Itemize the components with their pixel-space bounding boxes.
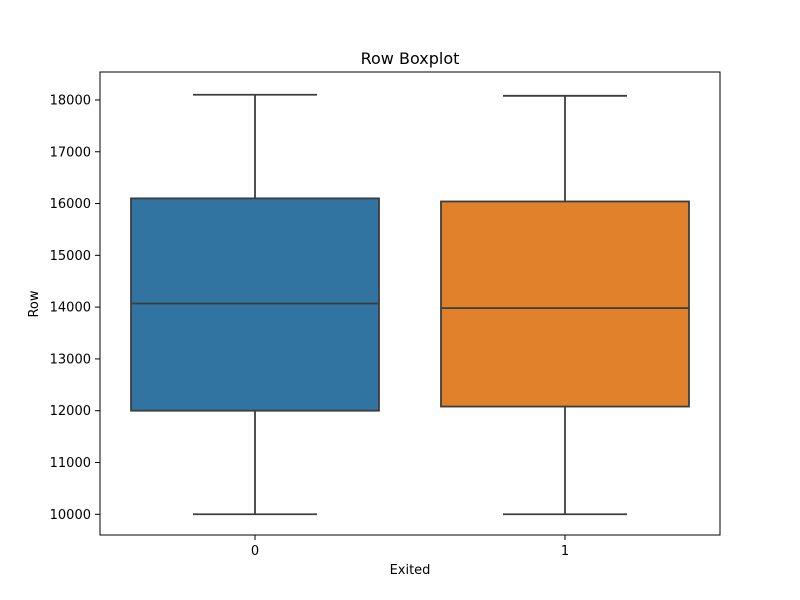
x-tick-label: 0 [251, 544, 259, 559]
boxes-layer [130, 93, 690, 516]
x-tick-label: 1 [561, 544, 569, 559]
y-tick-label: 13000 [50, 352, 91, 367]
plot-area-frame [99, 71, 721, 536]
y-tick-label: 11000 [50, 456, 91, 471]
y-tick-label: 10000 [50, 508, 91, 523]
box-group-0 [130, 93, 380, 516]
chart-title: Row Boxplot [361, 49, 460, 68]
y-tick-label: 18000 [50, 93, 91, 108]
y-tick-label: 16000 [50, 197, 91, 212]
y-tick-label: 12000 [50, 404, 91, 419]
y-tick-label: 17000 [50, 145, 91, 160]
box-group-1 [440, 94, 690, 516]
y-tick-label: 15000 [50, 249, 91, 264]
box-iqr [130, 197, 380, 412]
box-iqr [440, 200, 690, 408]
y-tick-label: 14000 [50, 301, 91, 316]
x-axis-label: Exited [390, 563, 431, 578]
y-axis: 10000 11000 12000 13000 14000 15000 16000 17000… [50, 93, 100, 523]
y-axis-label: Row [27, 290, 42, 317]
